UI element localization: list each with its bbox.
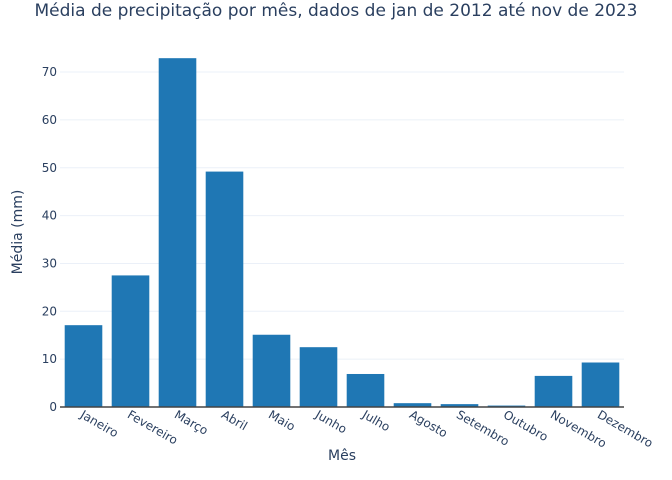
y-tick-label: 70 [42,65,57,79]
x-tick-label: Fevereiro [125,407,180,447]
bar-setembro [440,404,479,407]
y-tick-label: 30 [42,256,57,270]
chart-title: Média de precipitação por mês, dados de … [35,1,638,21]
y-tick-label: 40 [42,209,57,223]
y-axis-title: Média (mm) [10,190,26,275]
gridlines [60,71,624,360]
y-tick-labels: 0 10 20 30 40 50 60 70 [42,65,57,414]
x-tick-label: Maio [266,407,298,433]
x-tick-label: Abril [219,407,250,433]
bar-fevereiro [111,275,150,407]
x-tick-label: Setembro [454,407,512,448]
bar-abril [205,171,244,407]
bar-novembro [534,375,573,407]
x-tick-label: Agosto [407,407,450,440]
bar-janeiro [64,325,103,407]
bar-agosto [393,403,432,407]
bar-dezembro [581,362,620,407]
y-tick-label: 20 [42,304,57,318]
y-tick-label: 10 [42,352,57,366]
bar-março [158,58,197,408]
x-axis-title: Mês [328,448,356,464]
y-tick-label: 50 [42,161,57,175]
x-tick-label: Janeiro [77,407,121,440]
x-tick-label: Julho [359,407,392,434]
bars [64,58,620,408]
y-tick-label: 60 [42,113,57,127]
y-tick-label: 0 [49,400,57,414]
bar-maio [252,334,291,407]
bar-julho [346,373,385,407]
x-tick-label: Junho [312,407,349,436]
bar-junho [299,347,338,407]
